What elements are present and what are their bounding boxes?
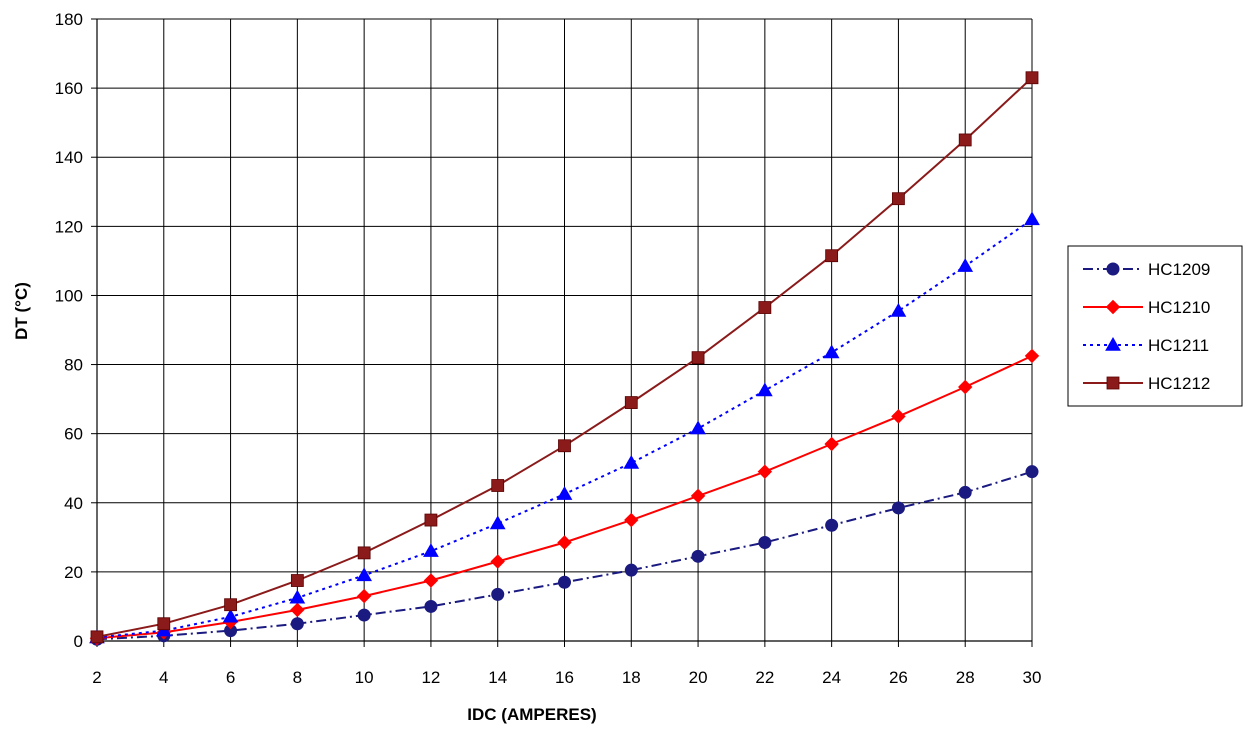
x-tick-label: 26 <box>889 668 908 687</box>
data-point <box>423 573 439 588</box>
data-series <box>89 71 1040 646</box>
x-tick-label: 10 <box>355 668 374 687</box>
x-axis-title: IDC (AMPERES) <box>467 705 596 724</box>
data-point <box>958 485 972 499</box>
data-point <box>623 455 640 469</box>
data-point <box>957 258 974 272</box>
data-point <box>157 617 171 631</box>
x-tick-label: 28 <box>956 668 975 687</box>
y-tick-label: 100 <box>55 286 83 305</box>
data-point <box>1024 348 1040 364</box>
x-tick-label: 30 <box>1023 668 1042 687</box>
x-tick-label: 2 <box>92 668 101 687</box>
data-point <box>357 546 371 560</box>
data-point <box>558 439 571 453</box>
data-point <box>290 617 304 631</box>
data-point <box>490 554 505 569</box>
data-point <box>289 589 306 604</box>
data-point <box>424 599 438 613</box>
legend-label: HC1212 <box>1148 374 1210 393</box>
legend-marker <box>1106 262 1120 276</box>
y-tick-label: 160 <box>55 79 83 98</box>
data-point <box>823 344 840 359</box>
data-point <box>491 587 505 601</box>
x-tick-label: 12 <box>421 668 440 687</box>
x-tick-label: 8 <box>293 668 302 687</box>
legend-marker <box>1106 376 1120 390</box>
data-point <box>90 630 104 644</box>
legend-marker <box>1105 299 1121 315</box>
legend-label: HC1209 <box>1148 260 1210 279</box>
data-point <box>691 351 705 365</box>
legend-box <box>1067 245 1243 407</box>
y-tick-label: 180 <box>55 10 83 29</box>
y-tick-label: 80 <box>64 356 83 375</box>
x-tick-label: 18 <box>622 668 641 687</box>
axes <box>91 18 1033 647</box>
y-tick-label: 40 <box>64 494 83 513</box>
data-point <box>824 436 839 452</box>
data-point <box>624 563 638 577</box>
series-HC1212 <box>90 71 1039 644</box>
y-axis-title: DT (°C) <box>12 282 31 340</box>
data-point <box>958 133 972 147</box>
y-tick-label: 140 <box>55 148 83 167</box>
data-point <box>892 192 905 206</box>
data-point <box>424 513 438 527</box>
x-tick-label: 20 <box>689 668 708 687</box>
y-tick-label: 60 <box>64 425 83 444</box>
data-point <box>290 574 304 587</box>
data-point <box>624 396 638 409</box>
data-point <box>224 598 237 612</box>
x-tick-label: 24 <box>822 668 841 687</box>
data-point <box>491 479 505 492</box>
series-HC1210 <box>89 348 1040 646</box>
data-point <box>558 575 571 589</box>
data-point <box>958 379 973 395</box>
series-HC1209 <box>90 465 1039 646</box>
data-point <box>624 512 639 528</box>
data-point <box>1025 465 1039 479</box>
x-tick-label: 14 <box>488 668 507 687</box>
data-point <box>891 501 905 515</box>
data-point <box>757 464 773 479</box>
legend: HC1209 HC1210 HC1211 HC1212 <box>1067 245 1243 407</box>
data-point <box>825 518 839 532</box>
data-point <box>489 515 506 530</box>
data-point <box>357 608 371 622</box>
data-point <box>356 588 372 604</box>
data-point <box>556 486 573 500</box>
grid-lines <box>96 18 1033 642</box>
data-point <box>290 602 305 618</box>
data-point <box>356 567 373 582</box>
legend-label: HC1211 <box>1148 336 1209 355</box>
data-point <box>690 488 706 504</box>
x-tick-label: 4 <box>159 668 168 687</box>
data-point <box>758 536 772 550</box>
data-point <box>756 382 773 397</box>
data-point <box>890 302 907 317</box>
data-point <box>1025 71 1039 85</box>
data-point <box>758 301 772 314</box>
x-tick-labels: 2 4 6 8 10 12 14 16 18 20 22 24 26 28 30 <box>92 668 1041 687</box>
data-point <box>691 549 705 563</box>
data-point <box>891 409 906 424</box>
x-tick-label: 22 <box>755 668 774 687</box>
x-tick-label: 16 <box>555 668 574 687</box>
data-point <box>1024 211 1040 226</box>
y-tick-label: 20 <box>64 563 83 582</box>
x-tick-label: 6 <box>226 668 235 687</box>
y-tick-label: 120 <box>55 217 83 236</box>
data-point <box>222 608 239 623</box>
data-point <box>825 249 839 263</box>
data-point <box>423 543 439 557</box>
legend-marker <box>1105 336 1121 351</box>
y-tick-labels: 0 20 40 60 80 100 120 140 160 180 <box>55 10 83 651</box>
data-point <box>557 535 572 550</box>
legend-label: HC1210 <box>1148 298 1210 317</box>
data-point <box>690 420 706 435</box>
y-tick-label: 0 <box>74 632 83 651</box>
